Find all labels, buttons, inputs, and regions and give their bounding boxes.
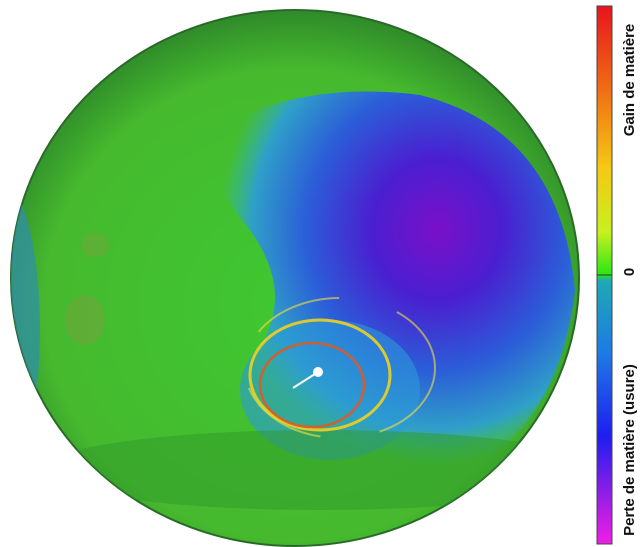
- bowl-scan: [10, 9, 580, 547]
- gain-label: Gain de matière: [621, 24, 638, 137]
- zero-label: 0: [621, 268, 638, 276]
- colorbar: Gain de matière 0 Perte de matière (usur…: [596, 5, 638, 545]
- loss-label: Perte de matière (usure): [621, 364, 638, 536]
